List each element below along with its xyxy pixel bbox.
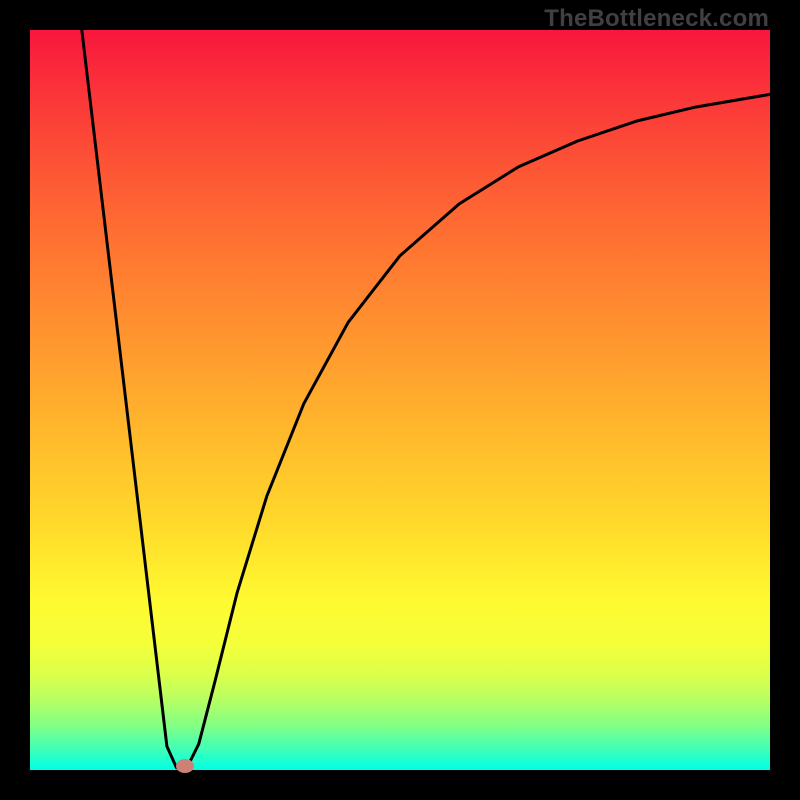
chart-wrapper: TheBottleneck.com — [0, 0, 800, 800]
bottleneck-curve — [82, 30, 770, 768]
watermark-text: TheBottleneck.com — [544, 5, 769, 33]
curve-layer — [0, 0, 800, 800]
